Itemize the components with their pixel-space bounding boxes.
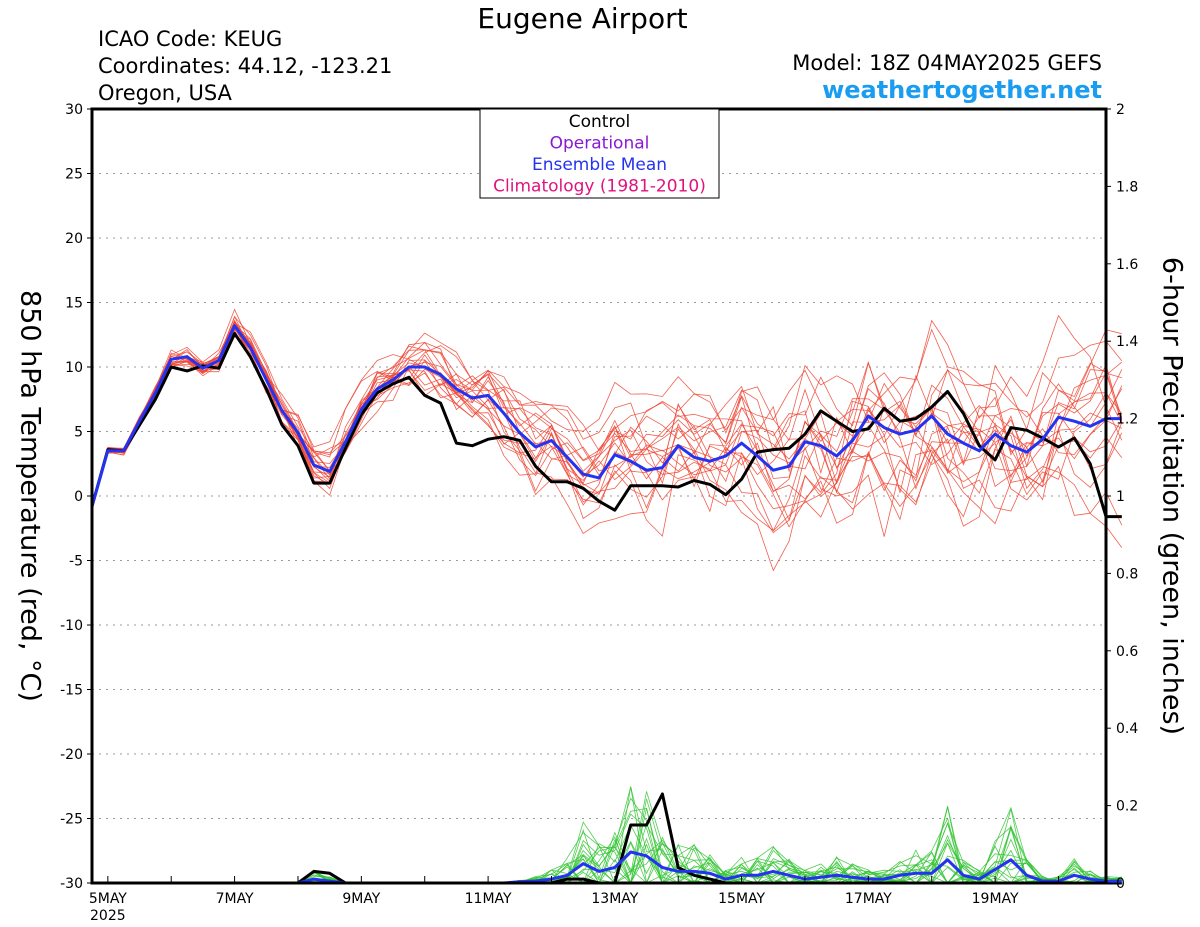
temperature-member-line bbox=[91, 335, 1122, 510]
y-tick-label-right: 1.4 bbox=[1116, 334, 1138, 350]
x-tick-year-label: 2025 bbox=[90, 908, 126, 924]
y-tick-label-left: -15 bbox=[60, 683, 83, 699]
temperature-member-line bbox=[91, 326, 1122, 506]
y-tick-label-left: 5 bbox=[74, 425, 83, 441]
y-tick-label-right: 1.8 bbox=[1116, 179, 1138, 195]
x-tick-label: 15MAY bbox=[718, 891, 765, 907]
temperature-member-line bbox=[91, 327, 1123, 522]
legend: Control Operational Ensemble Mean Climat… bbox=[479, 108, 720, 199]
precipitation-member-line bbox=[92, 821, 1122, 884]
y-tick-label-left: 20 bbox=[65, 231, 83, 247]
y-tick-label-left: -10 bbox=[60, 618, 83, 634]
y-tick-label-left: -30 bbox=[60, 876, 83, 892]
icao-code: ICAO Code: KEUG bbox=[98, 27, 283, 51]
legend-operational: Operational bbox=[550, 134, 650, 154]
temperature-member-line bbox=[91, 321, 1123, 548]
legend-ensemble-mean: Ensemble Mean bbox=[532, 155, 667, 175]
axes: 302520151050-5-10-15-20-25-3021.81.61.41… bbox=[60, 102, 1138, 924]
model-run: Model: 18Z 04MAY2025 GEFS bbox=[792, 51, 1102, 75]
y-tick-label-right: 0.8 bbox=[1116, 566, 1138, 582]
y-tick-label-right: 2 bbox=[1116, 102, 1125, 118]
x-tick-label: 13MAY bbox=[591, 891, 638, 907]
y-tick-label-right: 0.6 bbox=[1116, 644, 1138, 660]
x-tick-label: 9MAY bbox=[342, 891, 380, 907]
y-tick-label-left: 15 bbox=[65, 296, 83, 312]
legend-control: Control bbox=[569, 112, 630, 132]
y-tick-label-left: 30 bbox=[65, 102, 83, 118]
site-name: weathertogether.net bbox=[822, 76, 1102, 104]
legend-box bbox=[479, 108, 720, 199]
temp-control-line bbox=[90, 332, 1122, 519]
y-tick-label-right: 1.6 bbox=[1116, 257, 1138, 273]
grid-lines bbox=[92, 173, 1106, 819]
location: Oregon, USA bbox=[98, 81, 232, 105]
ensemble-members bbox=[91, 308, 1123, 885]
x-tick-label: 17MAY bbox=[845, 891, 892, 907]
x-tick-label: 19MAY bbox=[972, 891, 1019, 907]
y-tick-label-right: 0.4 bbox=[1116, 721, 1138, 737]
y-axis-left-label: 850 hPa Temperature (red, °C) bbox=[14, 290, 46, 702]
y-tick-label-left: -5 bbox=[69, 554, 83, 570]
y-tick-label-right: 0 bbox=[1116, 876, 1125, 892]
precipitation-member-line bbox=[92, 817, 1122, 885]
chart-title: Eugene Airport bbox=[477, 2, 688, 35]
y-axis-right-label: 6-hour Precipitation (green, inches) bbox=[1156, 256, 1188, 736]
x-tick-label: 7MAY bbox=[216, 891, 254, 907]
x-tick-label: 11MAY bbox=[465, 891, 512, 907]
legend-climatology: Climatology (1981-2010) bbox=[493, 177, 706, 197]
y-tick-label-left: -20 bbox=[60, 747, 83, 763]
main-series bbox=[90, 324, 1122, 885]
coordinates: Coordinates: 44.12, -123.21 bbox=[98, 54, 393, 78]
y-tick-label-left: 0 bbox=[74, 489, 83, 505]
y-tick-label-right: 0.2 bbox=[1116, 799, 1138, 815]
y-tick-label-right: 1.2 bbox=[1116, 412, 1138, 428]
y-tick-label-left: 25 bbox=[65, 167, 83, 183]
y-tick-label-left: 10 bbox=[65, 360, 83, 376]
y-tick-label-left: -25 bbox=[60, 812, 83, 828]
y-tick-label-right: 1 bbox=[1116, 489, 1125, 505]
x-tick-label: 5MAY bbox=[89, 891, 127, 907]
temp-ensemble-mean-line bbox=[90, 324, 1122, 507]
temperature-member-line bbox=[91, 333, 1123, 534]
precipitation-member-line bbox=[92, 823, 1122, 884]
